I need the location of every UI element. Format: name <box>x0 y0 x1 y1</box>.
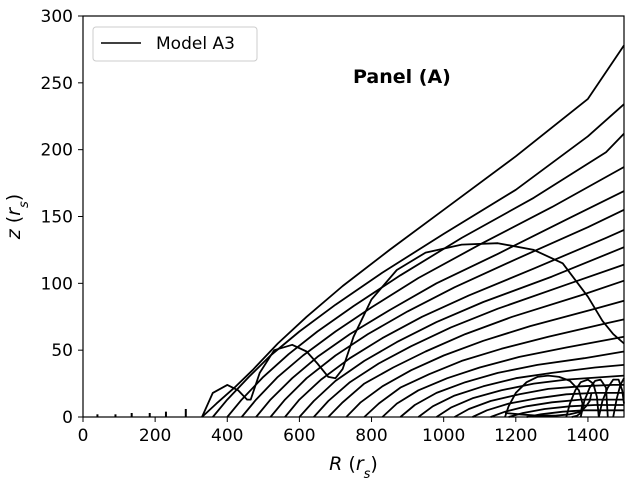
y-tick-label: 100 <box>41 274 73 294</box>
series-line-1 <box>201 44 625 418</box>
x-tick-label: 400 <box>211 426 243 446</box>
series-line-10 <box>327 279 625 418</box>
series-line-9 <box>313 263 625 418</box>
legend: Model A3 <box>92 26 258 62</box>
y-axis: 0 50 100 150 200 250 300 <box>41 7 83 428</box>
y-tick-label: 0 <box>62 408 73 428</box>
x-tick-label: 1000 <box>422 426 465 446</box>
panel-annotation: Panel (A) <box>353 66 451 88</box>
y-tick-label: 50 <box>51 341 73 361</box>
y-tick-label: 250 <box>41 74 73 94</box>
x-tick-label: 600 <box>283 426 315 446</box>
series-line-13 <box>381 335 625 418</box>
legend-box <box>92 26 258 62</box>
series-line-26 <box>597 378 625 418</box>
y-tick-label: 200 <box>41 141 73 161</box>
x-tick-label: 200 <box>139 426 171 446</box>
series-line-27 <box>612 377 625 418</box>
series-line-17 <box>454 383 624 418</box>
series-line-4 <box>241 166 625 418</box>
series-line-24 <box>565 378 600 418</box>
series-line-12 <box>363 318 625 418</box>
series-line-5 <box>255 190 625 418</box>
series-line-15 <box>417 364 625 418</box>
legend-label: Model A3 <box>156 34 235 54</box>
series-line-2 <box>212 103 625 418</box>
series-line-6 <box>269 208 625 418</box>
y-tick-label: 300 <box>41 7 73 27</box>
y-tick-label: 150 <box>41 208 73 228</box>
x-tick-label: 1200 <box>494 426 537 446</box>
series-line-21 <box>526 409 624 418</box>
series-line-3 <box>226 132 625 418</box>
x-tick-label: 0 <box>78 426 89 446</box>
series-line-8 <box>298 246 625 418</box>
series-line-model-a3 <box>201 242 625 418</box>
series-line-25 <box>579 378 609 418</box>
x-axis-label: R (rs) <box>329 453 378 480</box>
series-line-16 <box>436 374 625 418</box>
x-tick-label: 800 <box>355 426 387 446</box>
series-line-7 <box>284 229 625 418</box>
plot-lines <box>96 44 625 418</box>
x-tick-label: 1400 <box>566 426 609 446</box>
y-axis-label: z (rs) <box>3 194 32 240</box>
series-line-11 <box>345 299 625 418</box>
series-line-14 <box>399 350 625 418</box>
series-line-23 <box>504 392 593 417</box>
x-axis: 0 200 400 600 800 1000 1200 1400 <box>78 417 610 446</box>
